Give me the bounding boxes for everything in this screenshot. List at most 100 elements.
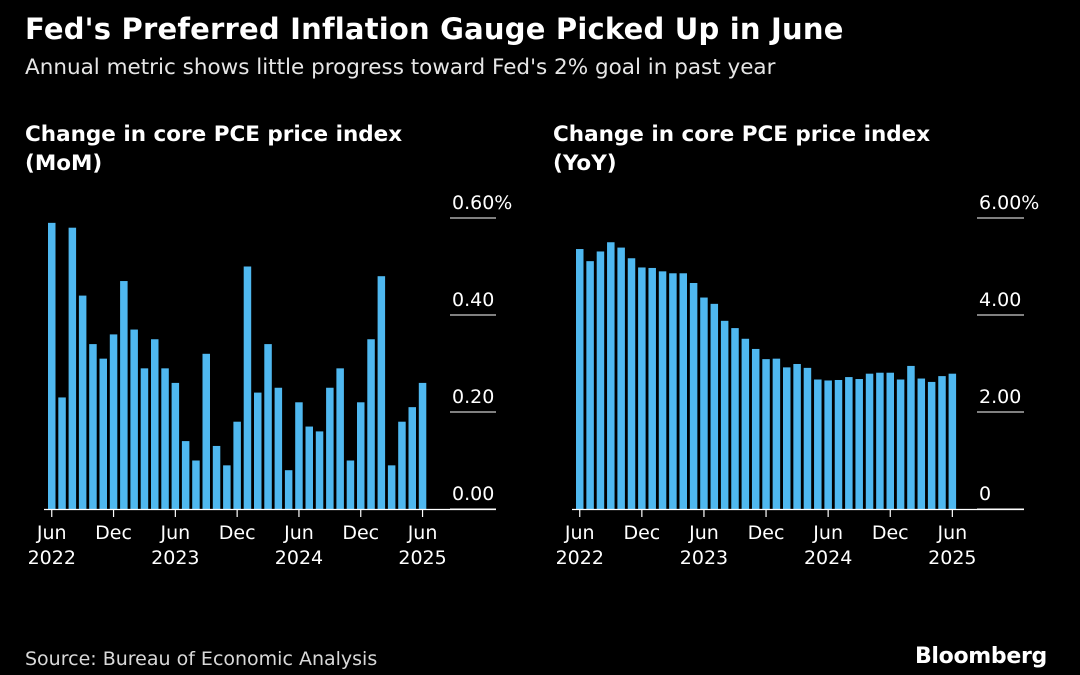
mom-bar	[418, 382, 427, 509]
mom-bar	[408, 407, 416, 509]
yoy-bar	[783, 367, 791, 509]
yoy-bar	[689, 282, 698, 509]
mom-bar	[48, 222, 56, 509]
yoy-bar	[669, 273, 677, 509]
mom-x-tick-label: Dec	[342, 522, 379, 544]
mom-x-tick-year-label: 2022	[28, 547, 76, 569]
yoy-x-tick-label: Dec	[748, 522, 785, 544]
mom-bar	[377, 276, 386, 509]
yoy-bar	[638, 267, 646, 509]
yoy-bar	[772, 358, 781, 509]
yoy-bar	[917, 378, 926, 509]
mom-bar	[202, 353, 210, 509]
mom-bar	[120, 281, 128, 509]
mom-bar	[212, 445, 221, 509]
mom-x-tick-year-label: 2025	[398, 547, 446, 569]
yoy-y-tick-label: 6.00%	[979, 192, 1039, 214]
mom-x-tick-label: Dec	[95, 522, 132, 544]
mom-bar	[336, 368, 344, 509]
mom-bar	[274, 387, 283, 509]
mom-bar	[130, 329, 138, 509]
mom-bar-chart: 0.00 0.20 0.40 0.60% Jun 2022 Dec Jun 2023 Dec Jun…	[28, 192, 513, 569]
mom-bar	[284, 470, 293, 509]
yoy-bar	[948, 373, 957, 509]
mom-y-tick-label: 0.00	[452, 483, 494, 505]
mom-y-tick-label: 0.20	[452, 386, 494, 408]
yoy-bar	[896, 379, 905, 509]
yoy-y-tick-label: 4.00	[979, 289, 1021, 311]
yoy-bar	[938, 376, 946, 509]
mom-x-tick-label: Dec	[219, 522, 256, 544]
mom-bar	[233, 421, 241, 509]
yoy-x-tick-year-label: 2024	[804, 547, 852, 569]
yoy-bar	[627, 258, 636, 509]
yoy-bar	[834, 379, 843, 509]
yoy-bar	[710, 303, 719, 509]
chart-title: Fed's Preferred Inflation Gauge Picked U…	[25, 12, 844, 46]
yoy-bar	[751, 348, 760, 509]
mom-bar	[140, 368, 149, 509]
mom-bar	[315, 431, 324, 509]
mom-bar	[357, 402, 365, 509]
mom-bar	[295, 402, 303, 509]
yoy-bar	[658, 271, 667, 509]
mom-bar	[264, 344, 272, 509]
mom-bar	[398, 421, 406, 509]
yoy-bar	[586, 261, 594, 509]
yoy-x-tick-label: Jun	[688, 522, 719, 544]
mom-bar	[89, 344, 97, 509]
mom-bar	[192, 460, 200, 509]
yoy-x-tick-label: Jun	[937, 522, 968, 544]
yoy-bar	[876, 372, 884, 509]
yoy-bar	[845, 377, 853, 509]
chart-subtitle: Annual metric shows little progress towa…	[25, 55, 776, 80]
mom-bar	[99, 358, 107, 509]
yoy-x-tick-label: Jun	[812, 522, 843, 544]
yoy-x-tick-year-label: 2023	[680, 547, 728, 569]
yoy-x-tick-year-label: 2025	[928, 547, 976, 569]
yoy-panel-title-line2: (YoY)	[553, 151, 617, 176]
mom-y-tick-label: 0.40	[452, 289, 494, 311]
mom-bar	[171, 382, 180, 509]
yoy-y-tick-label: 0	[979, 483, 991, 505]
mom-bar	[254, 392, 262, 509]
mom-panel-title-line1: Change in core PCE price index	[25, 122, 403, 147]
mom-x-tick-label: Jun	[160, 522, 191, 544]
mom-x-tick-label: Jun	[283, 522, 314, 544]
yoy-bar	[648, 267, 656, 509]
mom-x-tick-year-label: 2023	[151, 547, 199, 569]
mom-bar	[68, 227, 77, 509]
mom-bar	[387, 465, 396, 509]
yoy-bar	[865, 373, 874, 509]
yoy-bar	[607, 242, 615, 509]
mom-bar	[223, 465, 231, 509]
mom-bar	[181, 441, 190, 509]
yoy-bar	[741, 338, 750, 509]
mom-bar	[305, 426, 313, 509]
yoy-x-tick-label: Dec	[623, 522, 660, 544]
mom-y-tick-label: 0.60%	[452, 192, 512, 214]
yoy-bar	[762, 359, 770, 509]
yoy-bar	[731, 328, 739, 509]
yoy-bar	[679, 273, 687, 509]
yoy-x-tick-label: Dec	[872, 522, 909, 544]
yoy-y-tick-label: 2.00	[979, 386, 1021, 408]
mom-panel-title: Change in core PCE price index (MoM)	[25, 120, 402, 178]
yoy-bar	[927, 381, 936, 509]
mom-bar	[151, 339, 159, 509]
mom-bar	[367, 339, 375, 509]
yoy-panel-title-line1: Change in core PCE price index	[553, 122, 931, 147]
yoy-bar	[720, 320, 729, 509]
mom-bar	[326, 387, 334, 509]
yoy-panel-title: Change in core PCE price index (YoY)	[553, 120, 930, 178]
yoy-bar	[855, 379, 863, 509]
yoy-bar	[596, 251, 605, 509]
yoy-bar	[793, 363, 801, 509]
mom-bar	[78, 295, 87, 509]
yoy-bar	[824, 380, 832, 509]
yoy-bar	[576, 249, 584, 510]
mom-bar	[161, 368, 169, 509]
yoy-x-tick-year-label: 2022	[556, 547, 604, 569]
mom-bar	[243, 266, 252, 509]
